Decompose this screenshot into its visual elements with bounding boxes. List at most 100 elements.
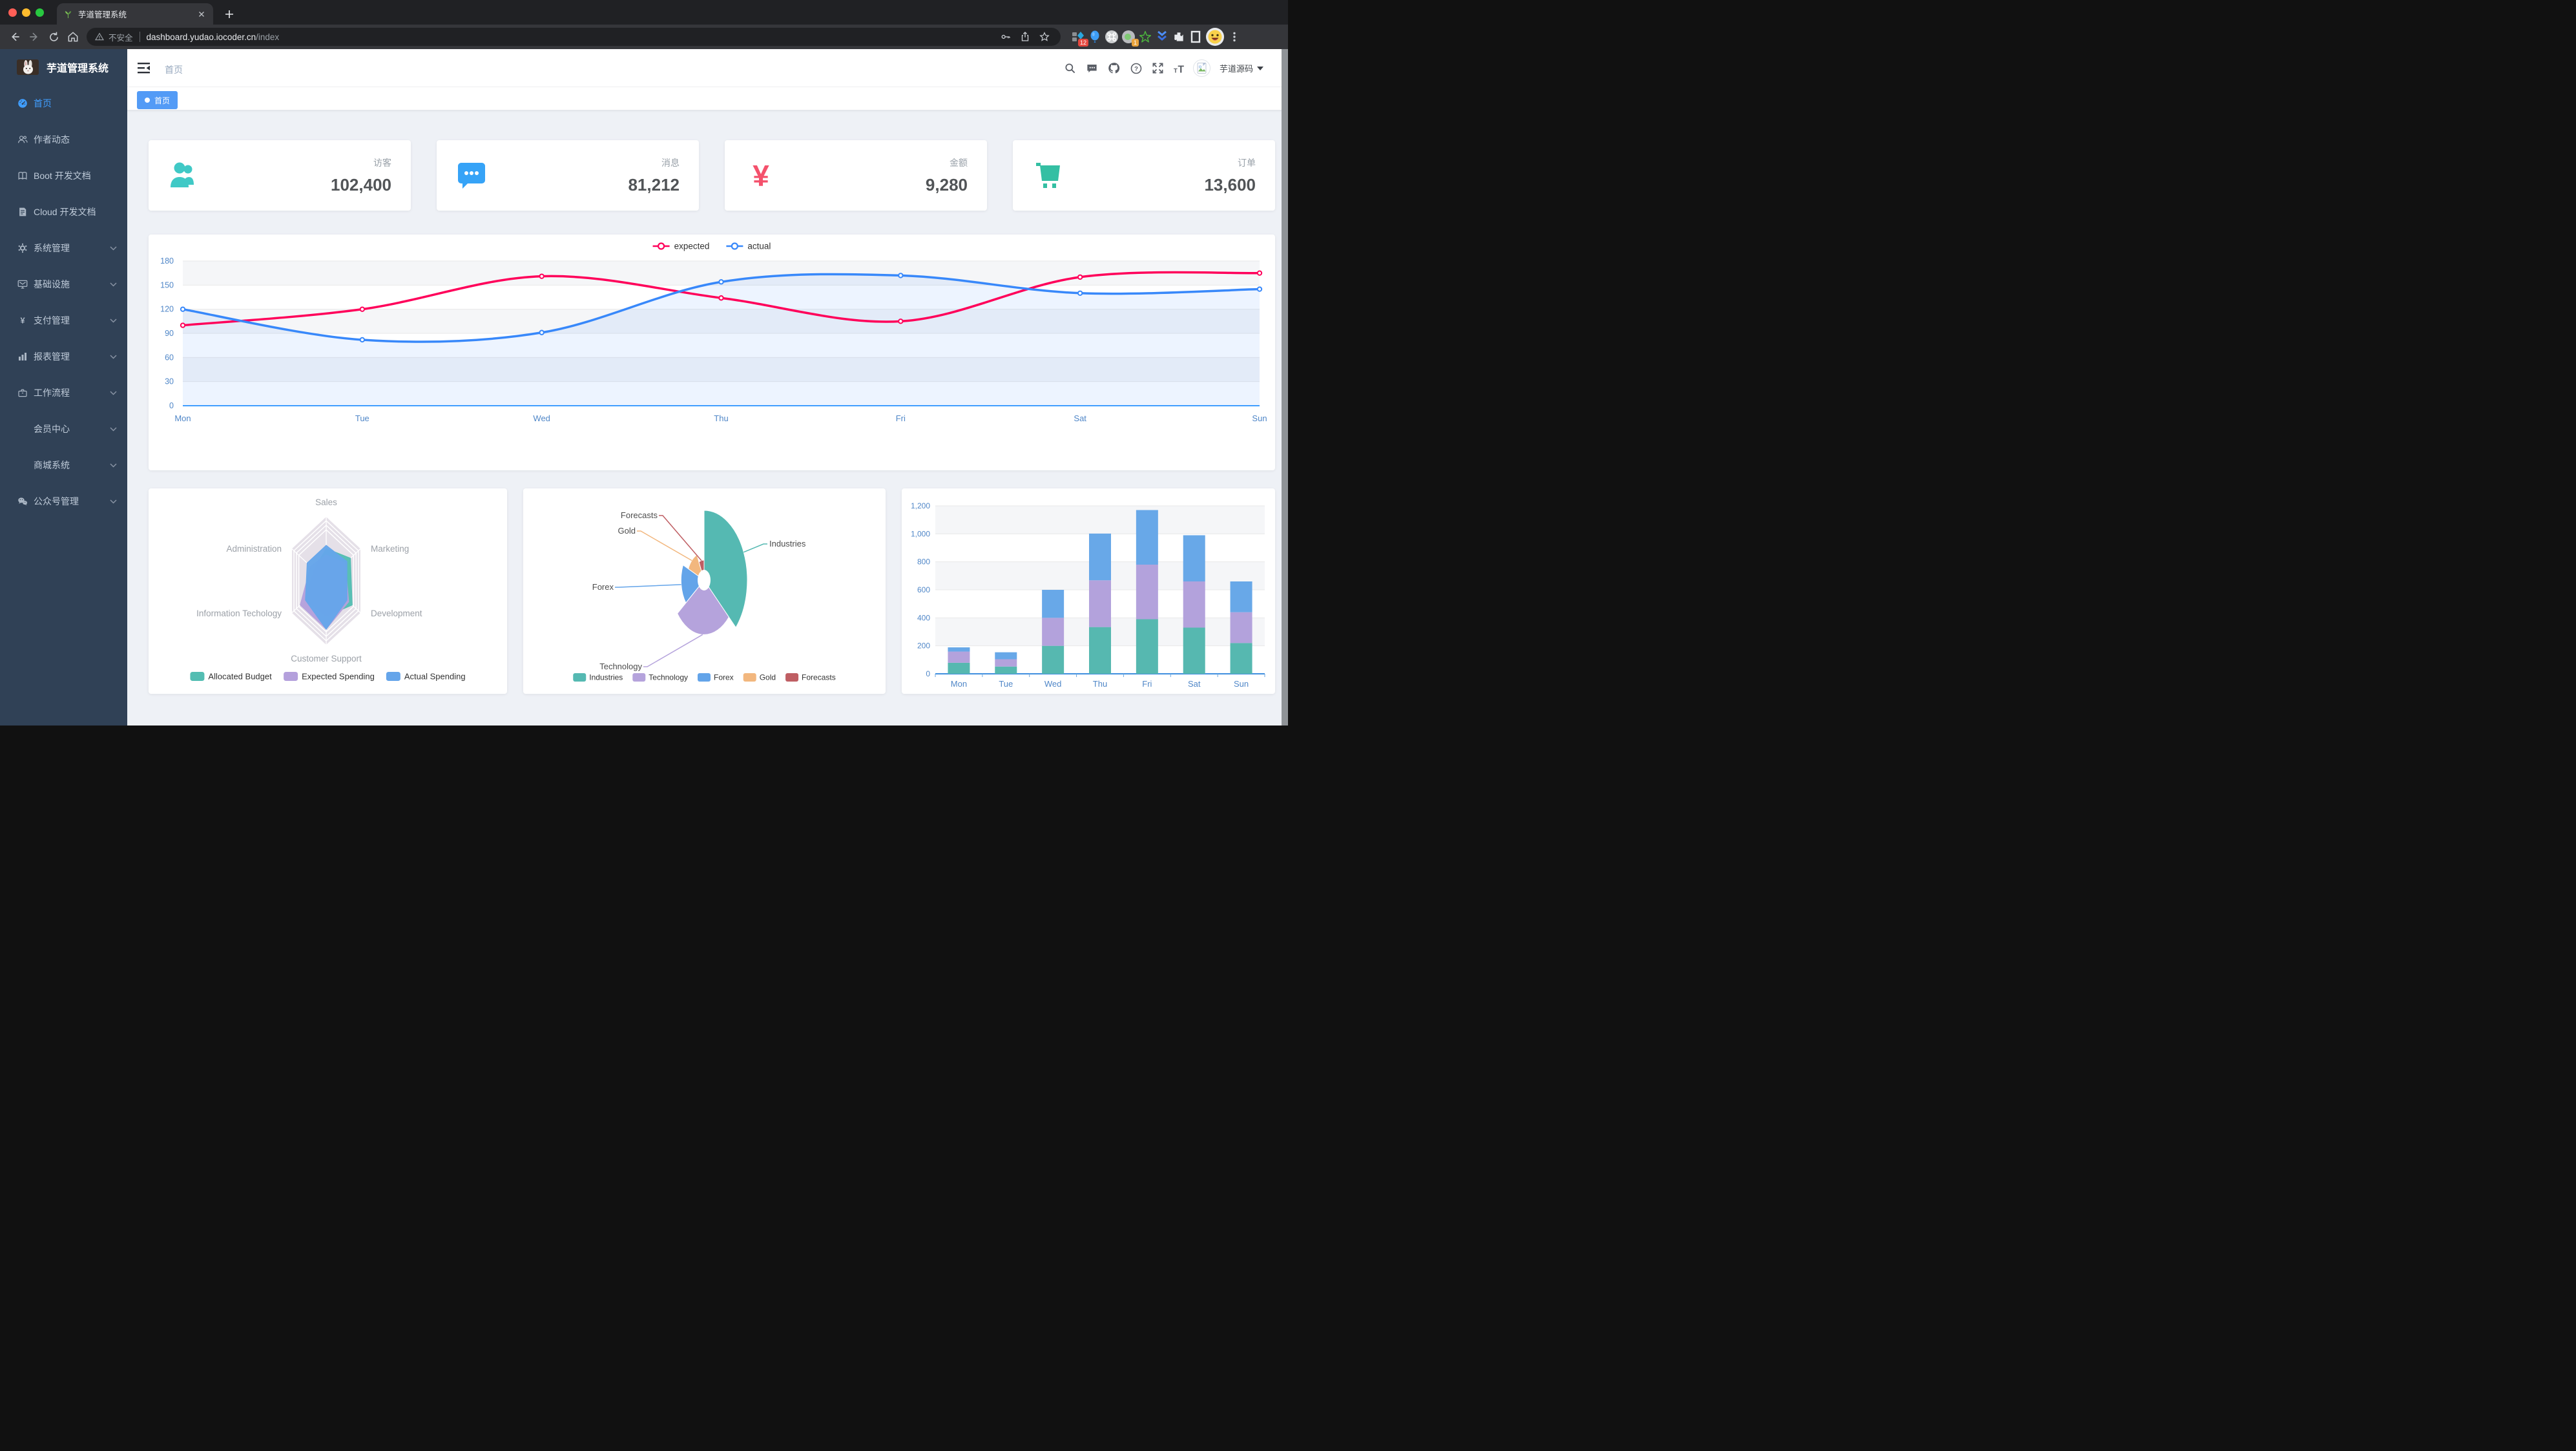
profile-avatar[interactable] — [1204, 28, 1226, 46]
stat-value: 9,280 — [925, 174, 968, 194]
svg-text:Industries: Industries — [589, 673, 623, 682]
user-name[interactable]: 芋道源码 — [1219, 64, 1253, 74]
close-tab-icon[interactable] — [196, 9, 207, 19]
svg-text:¥: ¥ — [753, 160, 769, 191]
svg-text:180: 180 — [160, 256, 174, 266]
github-icon[interactable] — [1103, 57, 1125, 79]
radar-chart-legend[interactable]: Allocated Budget Expected Spending Actual … — [190, 672, 466, 682]
share-icon[interactable] — [1015, 27, 1035, 47]
sidebar-item-8[interactable]: 工作流程 — [0, 375, 127, 411]
sidebar-menu: 首页 作者动态 Boot 开发文档 Cloud 开发文档系统管理 基础设施 ¥ 支付管理 报表… — [0, 85, 127, 519]
sidebar-item-4[interactable]: 系统管理 — [0, 230, 127, 266]
close-window-button[interactable] — [8, 8, 17, 17]
sidebar-item-label: 会员中心 — [34, 424, 70, 434]
user-avatar[interactable] — [1191, 57, 1213, 79]
address-bar[interactable]: 不安全 dashboard.yudao.iocoder.cn /index — [87, 28, 1061, 46]
reload-icon[interactable] — [44, 27, 63, 47]
stat-card-0[interactable]: 访客 102,400 — [149, 140, 411, 211]
svg-text:1,200: 1,200 — [911, 501, 930, 510]
bar-segment — [948, 662, 970, 674]
svg-text:Thu: Thu — [714, 413, 728, 423]
svg-text:Gold: Gold — [760, 673, 776, 682]
stat-card-3[interactable]: 订单 13,600 — [1013, 140, 1275, 211]
extension-green-star-icon[interactable] — [1137, 28, 1154, 45]
new-tab-button[interactable] — [221, 6, 238, 23]
browser-tab[interactable]: 芋道管理系统 — [57, 3, 213, 25]
sidebar-item-1[interactable]: 作者动态 — [0, 121, 127, 158]
app-title: 芋道管理系统 — [47, 63, 109, 74]
chevron-down-icon — [110, 355, 117, 359]
chevron-down-icon[interactable] — [1257, 66, 1263, 70]
scrollbar[interactable] — [1282, 49, 1288, 725]
password-key-icon[interactable] — [996, 27, 1015, 47]
radar-chart-card: Sales Marketing Development Customer Suppor… — [149, 488, 507, 694]
sidebar-item-7[interactable]: 报表管理 — [0, 339, 127, 375]
svg-text:0: 0 — [926, 669, 930, 678]
bar-segment — [1042, 590, 1065, 618]
stat-label: 订单 — [1238, 157, 1256, 168]
collapse-sidebar-icon[interactable] — [138, 63, 150, 74]
fullscreen-icon[interactable] — [1147, 57, 1169, 79]
bar-segment — [1042, 645, 1065, 674]
svg-text:Gold: Gold — [618, 526, 636, 536]
pie-chart[interactable]: IndustriesTechnologyForexGoldForecastsIn… — [523, 488, 886, 694]
not-secure-label: 不安全 — [109, 33, 133, 43]
chevron-down-icon — [110, 499, 117, 504]
tag-首页[interactable]: 首页 — [137, 91, 178, 109]
back-icon[interactable] — [5, 27, 25, 47]
sidebar-item-10[interactable]: 商城系统 — [0, 447, 127, 483]
browser-menu-icon[interactable] — [1226, 28, 1243, 45]
line-chart[interactable]: 0 30 60 90 120 150 180 Mon Tue Wed Thu Fri Sat Sun exp… — [149, 235, 1275, 470]
maximize-window-button[interactable] — [36, 8, 44, 17]
bar-chart-icon — [16, 351, 30, 362]
help-icon[interactable]: ? — [1125, 57, 1147, 79]
stat-value: 102,400 — [331, 174, 391, 194]
breadcrumb[interactable]: 首页 — [165, 65, 183, 75]
line-chart-legend[interactable]: expected actual — [652, 242, 771, 251]
svg-text:?: ? — [1134, 65, 1138, 72]
wechat-icon — [16, 496, 30, 507]
search-icon[interactable] — [1059, 57, 1081, 79]
minimize-window-button[interactable] — [22, 8, 30, 17]
bar-segment — [948, 647, 970, 652]
forward-icon[interactable] — [25, 27, 44, 47]
dashboard-icon — [16, 98, 30, 109]
bar-segment — [1089, 533, 1111, 581]
stat-card-1[interactable]: 消息 81,212 — [437, 140, 699, 211]
sidebar-item-9[interactable]: 会员中心 — [0, 411, 127, 447]
stat-card-2[interactable]: ¥ 金额 9,280 — [725, 140, 987, 211]
bar-chart[interactable]: 0 200 400 600 800 1,000 1,200 Mon Tue Wed Thu Fri Sa… — [902, 488, 1275, 694]
svg-text:Fri: Fri — [1142, 679, 1152, 689]
extension-chevrons-icon[interactable] — [1154, 28, 1170, 45]
sidebar-item-2[interactable]: Boot 开发文档 — [0, 158, 127, 194]
radar-chart[interactable]: Sales Marketing Development Customer Suppor… — [149, 488, 507, 694]
bookmark-star-icon[interactable] — [1035, 27, 1054, 47]
briefcase-icon — [16, 387, 30, 399]
svg-text:Sat: Sat — [1188, 679, 1201, 689]
not-secure-warning-icon — [94, 32, 105, 41]
sidebar-item-label: Cloud 开发文档 — [34, 207, 96, 217]
bar-segment — [1183, 627, 1205, 674]
sidebar-item-5[interactable]: 基础设施 — [0, 266, 127, 302]
extensions-puzzle-icon[interactable] — [1170, 28, 1187, 45]
sidebar-logo[interactable]: 芋道管理系统 — [0, 49, 127, 85]
extension-balloon-icon[interactable] — [1086, 28, 1103, 45]
reading-list-icon[interactable] — [1187, 28, 1204, 45]
extension-recorder-icon[interactable]: 1 — [1120, 28, 1139, 47]
sidebar-item-3[interactable]: Cloud 开发文档 — [0, 194, 127, 230]
home-icon[interactable] — [63, 27, 83, 47]
message-icon[interactable] — [1081, 57, 1103, 79]
svg-text:Customer Support: Customer Support — [291, 654, 362, 663]
pie-chart-legend[interactable]: Industries Technology Forex Gold Forecasts — [573, 673, 836, 682]
svg-text:Development: Development — [371, 609, 422, 618]
logo-rabbit-avatar — [17, 59, 39, 75]
extension-tampermonkey-icon[interactable]: 12 — [1070, 28, 1088, 47]
extension-command-icon[interactable] — [1103, 28, 1120, 45]
sidebar-item-label: Boot 开发文档 — [34, 171, 91, 181]
bar-segment — [1089, 627, 1111, 674]
svg-text:Forecasts: Forecasts — [802, 673, 836, 682]
sidebar-item-6[interactable]: ¥ 支付管理 — [0, 302, 127, 339]
sidebar-item-11[interactable]: 公众号管理 — [0, 483, 127, 519]
sidebar-item-0[interactable]: 首页 — [0, 85, 127, 121]
